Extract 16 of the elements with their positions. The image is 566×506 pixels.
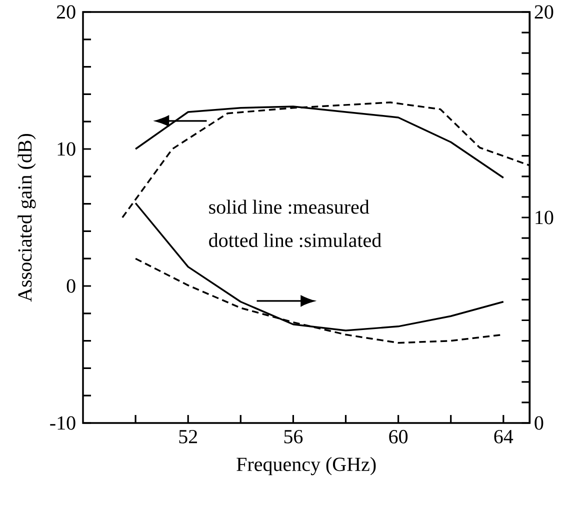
y-tick-label: 20 bbox=[56, 5, 76, 19]
x-axis-title: Frequency (GHz) bbox=[236, 457, 376, 476]
x-tick-label: 52 bbox=[179, 430, 197, 444]
line-series bbox=[134, 106, 504, 179]
y-tick-label: 0 bbox=[66, 279, 76, 293]
x-tick-label: 56 bbox=[284, 430, 303, 444]
x-tick-label: 64 bbox=[494, 430, 514, 444]
y2-tick-label: 20 bbox=[534, 5, 554, 19]
x-tick-label: 60 bbox=[389, 430, 408, 444]
y2-tick-label: 10 bbox=[536, 210, 554, 224]
annotation: dotted line :simulated bbox=[209, 233, 382, 248]
annotation: solid line :measured bbox=[209, 200, 370, 214]
y-tick-label: 10 bbox=[58, 142, 76, 156]
y2-tick-label: 0 bbox=[534, 416, 544, 430]
y-axis-title: Associated gain (dB) bbox=[18, 134, 36, 302]
y-tick-label: -10 bbox=[50, 416, 76, 430]
